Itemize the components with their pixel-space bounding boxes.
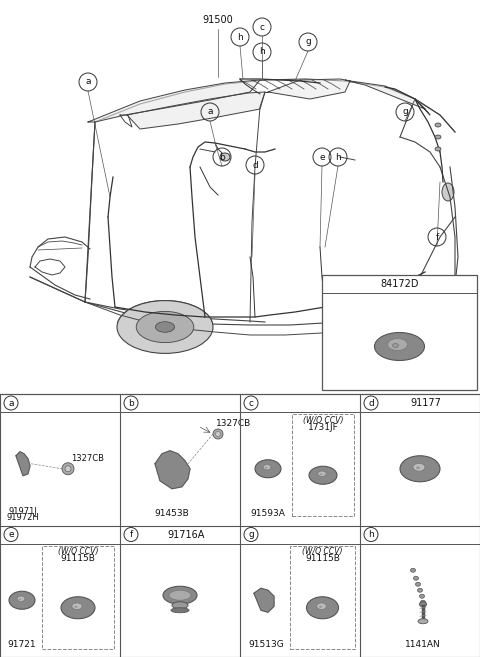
Ellipse shape: [418, 588, 422, 592]
Ellipse shape: [387, 338, 408, 350]
Ellipse shape: [413, 576, 419, 580]
Ellipse shape: [410, 568, 416, 572]
Text: g: g: [305, 37, 311, 47]
Ellipse shape: [384, 312, 406, 322]
Text: f: f: [435, 233, 439, 242]
Text: c: c: [249, 399, 253, 407]
Ellipse shape: [220, 153, 230, 161]
Ellipse shape: [319, 606, 322, 608]
Ellipse shape: [418, 619, 428, 623]
Ellipse shape: [156, 322, 175, 332]
Text: h: h: [335, 152, 341, 162]
Circle shape: [62, 463, 74, 475]
Text: a: a: [207, 108, 213, 116]
Ellipse shape: [172, 602, 188, 609]
Ellipse shape: [435, 135, 441, 139]
FancyBboxPatch shape: [322, 275, 477, 390]
Text: 91716A: 91716A: [168, 530, 204, 539]
Circle shape: [65, 466, 71, 472]
Ellipse shape: [136, 311, 194, 342]
Text: e: e: [8, 530, 14, 539]
Ellipse shape: [61, 597, 95, 619]
Text: 84172D: 84172D: [380, 279, 419, 289]
Text: 91972H: 91972H: [7, 512, 39, 522]
Ellipse shape: [318, 471, 326, 476]
Text: 1327CB: 1327CB: [71, 454, 104, 463]
Ellipse shape: [343, 291, 447, 343]
Text: 91177: 91177: [410, 398, 442, 408]
Text: h: h: [237, 32, 243, 41]
Polygon shape: [268, 79, 350, 99]
Ellipse shape: [413, 463, 425, 471]
Text: 91453B: 91453B: [155, 509, 190, 518]
Text: d: d: [252, 160, 258, 170]
Text: 91593A: 91593A: [251, 509, 286, 518]
Circle shape: [216, 432, 220, 436]
Text: g: g: [402, 108, 408, 116]
Ellipse shape: [420, 602, 427, 607]
Text: 1327CB: 1327CB: [216, 420, 251, 428]
Ellipse shape: [435, 147, 441, 151]
Ellipse shape: [320, 473, 323, 475]
Text: 91513G: 91513G: [248, 640, 284, 649]
Text: (W/O CCV): (W/O CCV): [303, 415, 343, 424]
Text: 91971J: 91971J: [9, 507, 37, 516]
Text: a: a: [85, 78, 91, 87]
Circle shape: [213, 429, 223, 439]
Ellipse shape: [420, 594, 424, 599]
Ellipse shape: [255, 460, 281, 478]
Polygon shape: [254, 588, 274, 612]
Text: g: g: [248, 530, 254, 539]
Polygon shape: [155, 451, 190, 489]
Text: 1141AN: 1141AN: [405, 640, 441, 649]
Ellipse shape: [263, 464, 271, 470]
Text: (W/O CCV): (W/O CCV): [58, 547, 98, 556]
Text: (W/O CCV): (W/O CCV): [302, 547, 343, 556]
Ellipse shape: [169, 590, 191, 600]
Text: h: h: [368, 530, 374, 539]
Text: 1731JF: 1731JF: [308, 422, 338, 432]
Text: f: f: [130, 530, 132, 539]
Text: c: c: [260, 22, 264, 32]
Ellipse shape: [374, 332, 424, 361]
Ellipse shape: [9, 591, 35, 609]
Text: 91115B: 91115B: [305, 554, 340, 563]
Polygon shape: [16, 452, 30, 476]
Polygon shape: [127, 92, 265, 129]
Ellipse shape: [264, 467, 267, 468]
Text: 91115B: 91115B: [60, 554, 96, 563]
Ellipse shape: [364, 302, 426, 332]
Ellipse shape: [400, 456, 440, 482]
Ellipse shape: [416, 466, 420, 469]
Text: b: b: [219, 152, 225, 162]
Text: e: e: [319, 152, 325, 162]
Ellipse shape: [420, 600, 425, 604]
Ellipse shape: [117, 301, 213, 353]
Ellipse shape: [435, 123, 441, 127]
Text: h: h: [259, 47, 265, 57]
Ellipse shape: [72, 603, 82, 610]
Text: d: d: [368, 399, 374, 407]
Polygon shape: [88, 80, 260, 122]
Ellipse shape: [416, 582, 420, 586]
Text: 91500: 91500: [203, 15, 233, 25]
Ellipse shape: [17, 596, 25, 601]
Ellipse shape: [393, 344, 398, 348]
Ellipse shape: [307, 597, 338, 619]
Ellipse shape: [163, 586, 197, 604]
Ellipse shape: [171, 608, 189, 613]
Ellipse shape: [19, 599, 21, 600]
Text: b: b: [128, 399, 134, 407]
Polygon shape: [345, 80, 430, 115]
Text: 91721: 91721: [8, 640, 36, 649]
Ellipse shape: [74, 606, 78, 608]
Text: a: a: [8, 399, 14, 407]
Ellipse shape: [442, 183, 454, 201]
Ellipse shape: [317, 603, 326, 610]
Ellipse shape: [309, 466, 337, 484]
